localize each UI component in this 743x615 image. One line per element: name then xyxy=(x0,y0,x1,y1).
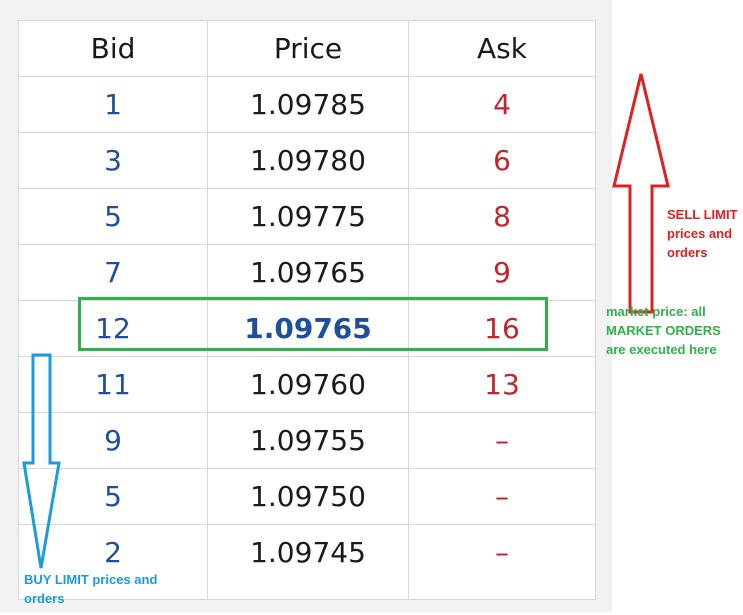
price-level: 1.09755 xyxy=(250,424,366,457)
bid-volume: 5 xyxy=(104,200,122,233)
price-header: Price xyxy=(273,32,343,65)
order-row: 11 1.09760 13 xyxy=(19,357,595,413)
price-level: 1.09765 xyxy=(250,256,366,289)
bid-volume: 2 xyxy=(104,536,122,569)
ask-volume: 6 xyxy=(493,144,511,177)
order-row: 3 1.09780 6 xyxy=(19,133,595,189)
header-row: Bid Price Ask xyxy=(19,21,595,77)
order-row: 1 1.09785 4 xyxy=(19,77,595,133)
column-divider xyxy=(207,21,208,599)
order-row: 5 1.09750 – xyxy=(19,469,595,525)
bid-volume: 3 xyxy=(104,144,122,177)
order-row: 2 1.09745 – xyxy=(19,525,595,581)
bid-volume: 9 xyxy=(104,424,122,457)
ask-volume: 16 xyxy=(484,312,520,345)
price-level: 1.09750 xyxy=(250,480,366,513)
sell-limit-arrow-icon xyxy=(612,73,670,314)
order-row: 9 1.09755 – xyxy=(19,413,595,469)
price-level: 1.09785 xyxy=(250,88,366,121)
column-divider xyxy=(408,21,409,599)
ask-volume: – xyxy=(495,480,509,513)
market-price-label: market price: all MARKET ORDERS are exec… xyxy=(606,304,721,357)
ask-volume: 13 xyxy=(484,368,520,401)
bid-volume: 5 xyxy=(104,480,122,513)
price-level: 1.09775 xyxy=(250,200,366,233)
order-row: 7 1.09765 9 xyxy=(19,245,595,301)
order-book-frame: Bid Price Ask 1 1.09785 4 3 1.09780 6 5 … xyxy=(0,0,612,612)
sell-limit-label: SELL LIMIT prices and orders xyxy=(667,207,738,260)
price-level: 1.09780 xyxy=(250,144,366,177)
ask-volume: – xyxy=(495,536,509,569)
bid-volume: 12 xyxy=(95,312,131,345)
buy-limit-label: BUY LIMIT prices and orders xyxy=(24,572,158,606)
buy-limit-arrow-icon xyxy=(22,353,61,569)
order-row: 5 1.09775 8 xyxy=(19,189,595,245)
ask-header: Ask xyxy=(477,32,527,65)
price-level: 1.09745 xyxy=(250,536,366,569)
market-price-row: 12 1.09765 16 xyxy=(19,301,595,357)
ask-volume: 9 xyxy=(493,256,511,289)
price-level: 1.09760 xyxy=(250,368,366,401)
market-price-highlight-box xyxy=(78,297,548,351)
ask-volume: 8 xyxy=(493,200,511,233)
ask-volume: 4 xyxy=(493,88,511,121)
bid-header: Bid xyxy=(90,32,136,65)
market-price: 1.09765 xyxy=(244,312,372,345)
bid-volume: 1 xyxy=(104,88,122,121)
bid-volume: 7 xyxy=(104,256,122,289)
order-book-table: Bid Price Ask 1 1.09785 4 3 1.09780 6 5 … xyxy=(18,20,596,600)
bid-volume: 11 xyxy=(95,368,131,401)
ask-volume: – xyxy=(495,424,509,457)
